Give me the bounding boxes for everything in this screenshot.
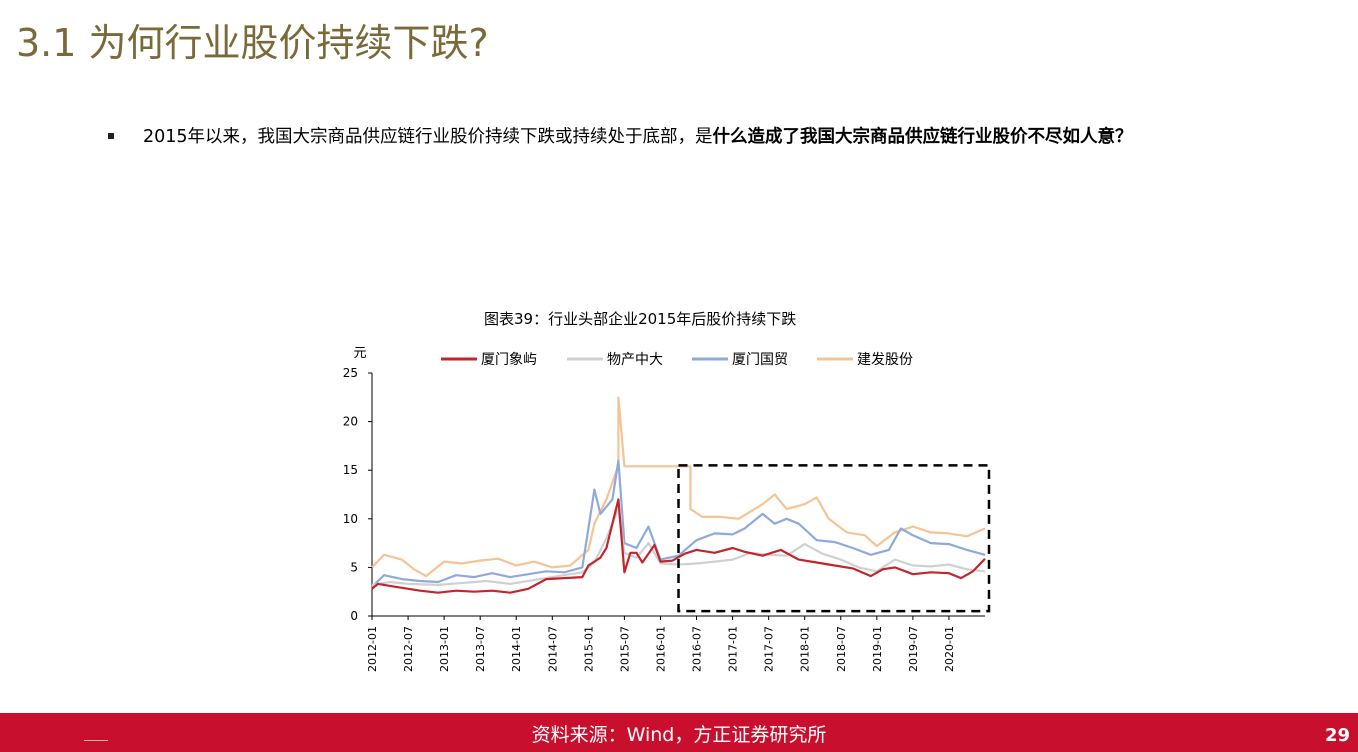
legend-label: 建发股份 — [857, 352, 913, 368]
y-tick-label: 0 — [350, 609, 358, 623]
x-tick-label: 2015-07 — [618, 626, 631, 672]
legend-label: 厦门国贸 — [732, 352, 788, 368]
bullet-marker — [108, 133, 114, 139]
legend-label: 物产中大 — [607, 352, 663, 368]
bullet-paragraph: 2015年以来，我国大宗商品供应链行业股价持续下跌或持续处于底部，是什么造成了我… — [108, 122, 1208, 152]
chart-title: 图表39：行业头部企业2015年后股价持续下跌 — [484, 310, 797, 328]
chart-series — [371, 396, 986, 594]
x-tick-label: 2017-07 — [763, 626, 776, 672]
source-note: 资料来源：Wind，方正证券研究所 — [531, 724, 827, 746]
y-tick-label: 20 — [343, 415, 358, 429]
x-tick-label: 2020-01 — [943, 626, 956, 672]
x-tick-label: 2013-01 — [438, 626, 451, 672]
series-line — [371, 459, 986, 588]
x-tick-label: 2019-01 — [871, 626, 884, 672]
x-tick-label: 2012-01 — [366, 626, 379, 672]
highlight-box — [677, 464, 991, 613]
series-line — [371, 498, 986, 594]
x-tick-label: 2018-07 — [835, 626, 848, 672]
chart-legend: 厦门象屿 物产中大 厦门国贸 建发股份 — [441, 352, 913, 368]
highlight-box-layer — [677, 464, 991, 613]
legend-label: 厦门象屿 — [481, 352, 537, 368]
slide-title: 3.1 为何行业股价持续下跌? — [16, 21, 489, 65]
y-tick-label: 5 — [350, 560, 358, 574]
series-line — [371, 396, 986, 578]
bullet-text: 2015年以来，我国大宗商品供应链行业股价持续下跌或持续处于底部，是什么造成了我… — [143, 122, 1208, 152]
x-tick-label: 2018-01 — [799, 626, 812, 672]
page-number: 29 — [1324, 725, 1350, 746]
y-tick-label: 25 — [343, 366, 358, 380]
x-tick-label: 2019-07 — [907, 626, 920, 672]
bullet-normal-text: 2015年以来，我国大宗商品供应链行业股价持续下跌或持续处于底部，是 — [143, 127, 713, 147]
footer-bar: 资料来源：Wind，方正证券研究所 29 — [0, 713, 1358, 752]
y-axis-label: 元 — [353, 346, 366, 361]
y-tick-label: 15 — [343, 463, 358, 477]
x-tick-label: 2013-07 — [474, 626, 487, 672]
x-tick-label: 2012-07 — [402, 626, 415, 672]
x-tick-label: 2016-07 — [691, 626, 704, 672]
x-tick-label: 2017-01 — [727, 626, 740, 672]
bullet-bold-text: 什么造成了我国大宗商品供应链行业股价不尽如人意？ — [712, 127, 1133, 147]
x-tick-label: 2014-07 — [546, 626, 559, 672]
x-tick-label: 2016-01 — [654, 626, 667, 672]
stock-price-chart: 元 0 5 10 15 20 25 2012-01 2012-07 2013-01 2013-07 2… — [343, 346, 991, 672]
x-tick-label: 2014-01 — [510, 626, 523, 672]
chart-axes: 元 0 5 10 15 20 25 2012-01 2012-07 2013-01 2013-07 2… — [343, 346, 985, 672]
x-tick-label: 2015-01 — [582, 626, 595, 672]
y-tick-label: 10 — [343, 512, 358, 526]
footer-decoration — [84, 740, 108, 741]
